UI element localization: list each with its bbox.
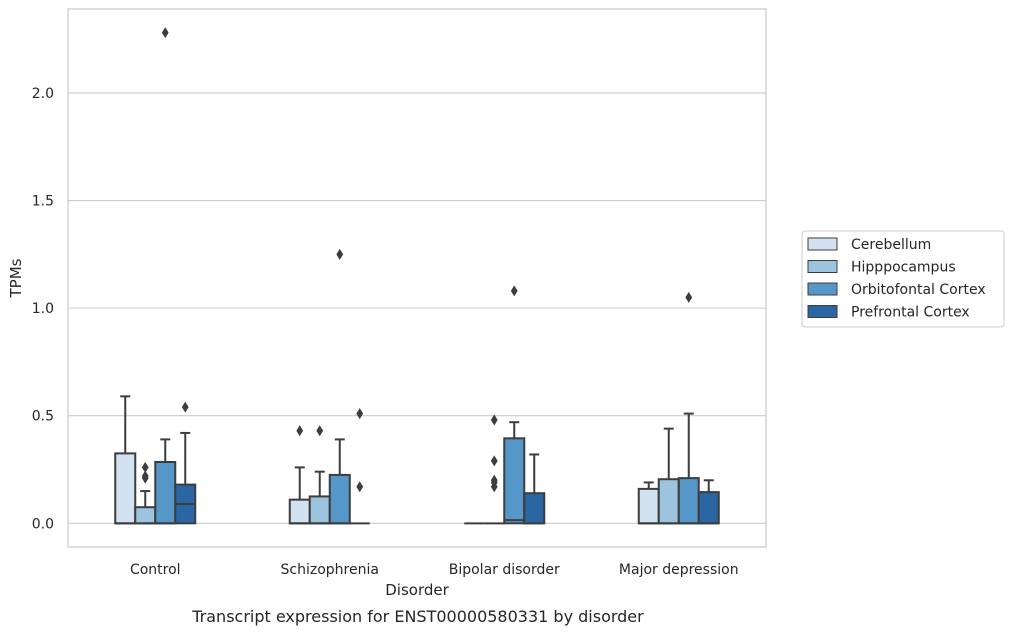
outlier-point (490, 414, 498, 426)
box-body (677, 477, 700, 525)
outlier-point (490, 455, 498, 467)
box-cerebellum (288, 425, 311, 525)
outlier-point (510, 285, 518, 297)
y-tick-label: 2.0 (32, 86, 54, 102)
outlier-point (336, 248, 344, 260)
legend-swatch (807, 282, 838, 296)
y-tick-labels: 0.0 0.5 1.0 1.5 2.0 (32, 86, 54, 532)
box-body (134, 506, 157, 525)
legend-label: Orbitofontal Cortex (851, 282, 986, 298)
box-prefrontal-cortex (697, 479, 720, 525)
outlier-point (356, 481, 364, 493)
outlier-point (356, 408, 364, 420)
box-body (657, 478, 680, 525)
x-axis-label: Disorder (385, 581, 449, 599)
y-tick-label: 0.0 (32, 516, 54, 532)
outlier-point (181, 401, 189, 413)
box-orbitofontal-cortex (328, 248, 351, 525)
x-tick-label: Control (130, 562, 181, 578)
box-body (308, 495, 331, 525)
legend-label: Hipppocampus (851, 260, 956, 276)
legend-frame (801, 230, 1005, 328)
box-body (697, 491, 720, 525)
y-tick-label: 1.0 (32, 301, 54, 317)
box-plot-boxes (114, 27, 720, 525)
outlier-point (296, 425, 304, 437)
x-tick-label: Bipolar disorder (449, 562, 560, 578)
outlier-point (141, 470, 149, 482)
outlier-point (685, 291, 693, 303)
box-hipppocampus (134, 461, 157, 525)
y-tick-label: 1.5 (32, 194, 54, 210)
legend-label: Cerebellum (851, 237, 931, 253)
outlier-point (141, 461, 149, 473)
box-hipppocampus (308, 425, 331, 525)
box-orbitofontal-cortex (677, 291, 700, 525)
legend-swatch (807, 260, 838, 273)
legend-item: Hipppocampus (807, 260, 956, 276)
box-orbitofontal-cortex (154, 27, 177, 525)
y-tick-label: 0.5 (32, 409, 54, 425)
box-body (328, 473, 351, 525)
box-cerebellum (114, 395, 137, 525)
y-axis-label: TPMs (7, 258, 25, 298)
legend-swatch (807, 305, 838, 318)
box-prefrontal-cortex (349, 408, 370, 525)
box-body (523, 492, 546, 525)
box-prefrontal-cortex (174, 401, 197, 525)
plot-frame (67, 8, 767, 548)
gridlines (68, 92, 766, 524)
box-prefrontal-cortex (523, 453, 546, 525)
legend: Cerebellum Hipppocampus Orbitofontal Corte… (801, 230, 1005, 328)
box-orbitofontal-cortex (503, 285, 526, 525)
box-body (288, 498, 311, 525)
box-body (637, 487, 660, 525)
x-tick-labels: Control Schizophrenia Bipolar disorder Majo… (130, 562, 739, 578)
chart-title: Transcript expression for ENST0000058033… (191, 607, 644, 626)
legend-item: Orbitofontal Cortex (807, 282, 986, 298)
x-tick-label: Schizophrenia (281, 562, 379, 578)
legend-label: Prefrontal Cortex (851, 305, 970, 321)
box-cerebellum (637, 481, 660, 525)
box-body (503, 437, 526, 525)
legend-item: Prefrontal Cortex (807, 305, 970, 321)
outlier-point (490, 476, 498, 488)
box-body (114, 452, 137, 525)
outlier-point (316, 425, 324, 437)
legend-swatch (807, 237, 838, 251)
box-hipppocampus (484, 414, 505, 525)
outlier-point (161, 27, 169, 39)
box-body (154, 460, 177, 525)
x-tick-label: Major depression (619, 562, 739, 578)
box-hipppocampus (657, 427, 680, 525)
legend-item: Cerebellum (807, 237, 931, 253)
